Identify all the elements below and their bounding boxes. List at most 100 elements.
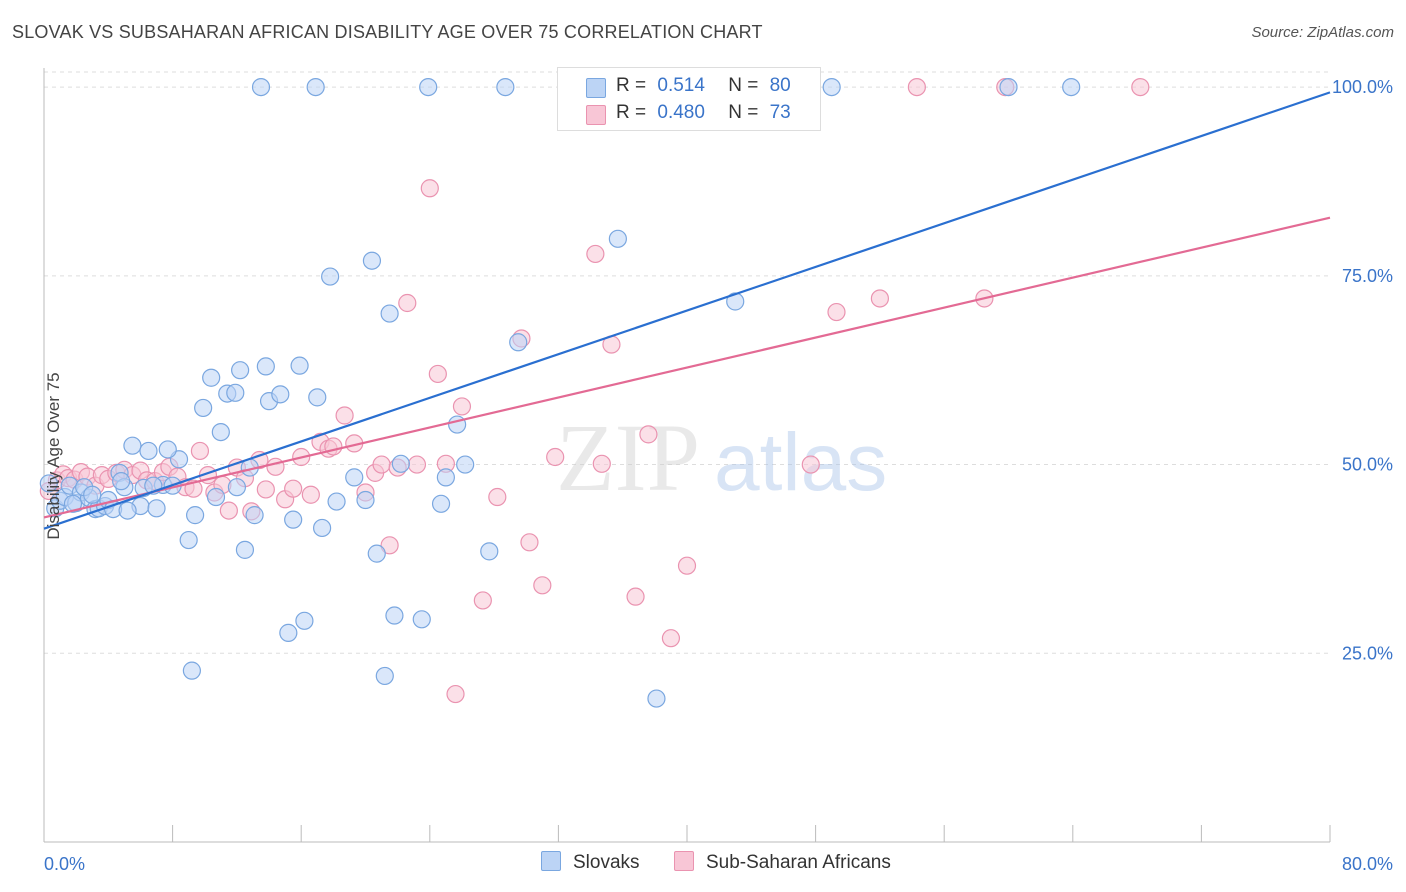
slovaks-point	[211, 422, 230, 442]
slovaks-point	[139, 441, 158, 461]
slovaks-point	[147, 499, 166, 518]
slovaks-point	[1062, 77, 1081, 97]
slovaks-point	[206, 487, 226, 507]
y-axis-label: Disability Age Over 75	[44, 372, 63, 540]
slovaks-trend-line	[43, 91, 1331, 530]
series-sub-saharan-africans	[39, 77, 1150, 704]
slovaks-point	[63, 494, 83, 513]
slovaks-point	[179, 530, 198, 550]
africans-point	[446, 684, 465, 704]
legend-swatch-slovaks	[586, 78, 606, 98]
africans-point	[398, 293, 417, 313]
slovaks-point	[608, 229, 627, 248]
slovaks-point	[284, 510, 303, 529]
africans-point	[335, 406, 354, 425]
bottom-legend-slovaks: Slovaks	[541, 851, 640, 874]
slovaks-point	[158, 440, 177, 459]
slovaks-point	[436, 468, 455, 487]
slovaks-point	[419, 77, 438, 97]
slovaks-point	[999, 77, 1018, 97]
watermark-atlas: atlas	[714, 417, 887, 508]
slovaks-point	[306, 77, 325, 97]
legend-r-label: R =	[616, 102, 647, 123]
slovaks-point	[412, 610, 431, 629]
slovaks-point	[279, 623, 298, 642]
africans-point	[870, 289, 890, 308]
slovaks-point	[362, 251, 382, 270]
y-tick-label: 75.0%	[1342, 266, 1393, 286]
africans-point	[626, 587, 645, 606]
africans-point	[301, 485, 320, 504]
x-tick-label-max: 80.0%	[1342, 854, 1393, 874]
africans-point	[256, 480, 275, 499]
slovaks-point	[182, 661, 201, 680]
slovaks-point	[822, 77, 841, 97]
slovaks-point	[456, 455, 475, 474]
africans-point	[827, 302, 846, 322]
slovaks-point	[231, 361, 250, 380]
africans-point	[428, 364, 447, 384]
slovaks-point	[391, 454, 410, 473]
africans-point	[407, 455, 427, 474]
slovaks-point	[112, 472, 131, 491]
bottom-legend-label-slovaks: Slovaks	[573, 852, 640, 873]
slovaks-point	[327, 492, 346, 511]
y-tick-label: 50.0%	[1342, 455, 1393, 475]
slovaks-point	[256, 357, 275, 376]
slovaks-point	[312, 518, 332, 538]
slovaks-point	[251, 77, 271, 97]
africans-point	[546, 447, 565, 467]
africans-point	[420, 179, 439, 198]
slovaks-point	[83, 485, 102, 504]
slovaks-point	[290, 356, 309, 375]
slovaks-point	[295, 611, 314, 630]
legend-n-label: N =	[728, 75, 759, 96]
africans-point	[219, 501, 238, 520]
trend-lines	[43, 91, 1331, 530]
slovaks-point	[226, 383, 245, 402]
slovaks-point	[431, 494, 451, 513]
africans-point	[661, 629, 681, 648]
slovaks-point	[202, 368, 221, 387]
bottom-legend-swatch-slovaks	[541, 851, 561, 871]
slovaks-point	[647, 689, 666, 708]
bottom-legend-label-africans: Sub-Saharan Africans	[706, 852, 891, 873]
slovaks-point	[726, 292, 745, 311]
legend-n-value-africans: 73	[769, 102, 791, 123]
africans-point	[473, 591, 492, 610]
slovaks-point	[345, 468, 364, 487]
slovaks-point	[118, 501, 137, 520]
legend-n-label: N =	[728, 102, 759, 123]
slovaks-point	[380, 304, 399, 323]
watermark: ZIP atlas	[556, 404, 887, 511]
africans-point	[907, 77, 926, 97]
africans-point	[586, 244, 605, 264]
slovaks-point	[308, 388, 327, 407]
africans-point	[488, 487, 507, 507]
x-tick-label-min: 0.0%	[44, 854, 85, 874]
legend-swatch-africans	[586, 105, 606, 125]
source-label: Source: ZipAtlas.com	[1251, 24, 1394, 41]
slovaks-point	[385, 606, 404, 625]
slovaks-point	[321, 267, 340, 286]
slovaks-point	[375, 666, 394, 686]
africans-point	[677, 556, 697, 575]
africans-point	[1131, 77, 1150, 97]
slovaks-point	[227, 478, 246, 497]
legend-r-value-slovaks: 0.514	[657, 75, 705, 96]
slovaks-point	[194, 398, 213, 418]
slovaks-point	[496, 77, 515, 97]
y-tick-label: 100.0%	[1332, 77, 1393, 97]
legend-r-value-africans: 0.480	[657, 102, 705, 123]
africans-point	[380, 536, 399, 555]
slovaks-point	[448, 415, 467, 434]
chart-title: SLOVAK VS SUBSAHARAN AFRICAN DISABILITY …	[12, 22, 763, 42]
slovaks-point	[356, 490, 375, 510]
slovaks-point	[367, 544, 386, 563]
slovaks-point	[186, 506, 205, 525]
bottom-legend-swatch-africans	[674, 851, 694, 871]
tick-labels: 25.0% 50.0% 75.0% 100.0% 0.0% 80.0%	[44, 77, 1393, 874]
africans-point	[452, 397, 472, 416]
slovaks-point	[123, 436, 142, 455]
